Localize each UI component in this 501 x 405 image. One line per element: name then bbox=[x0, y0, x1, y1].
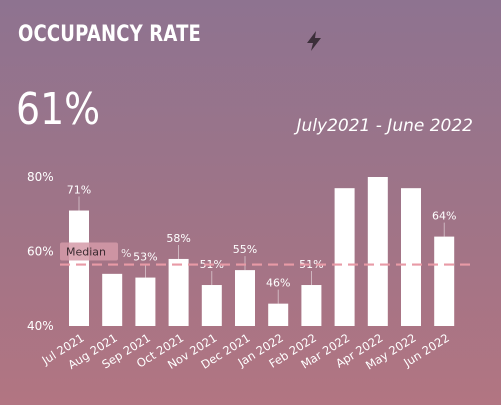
data-label: 7 bbox=[405, 202, 412, 215]
bar bbox=[401, 188, 421, 326]
bar bbox=[334, 188, 355, 326]
lightning-icon bbox=[307, 31, 321, 51]
bar bbox=[301, 285, 322, 326]
median-label: Median bbox=[66, 246, 106, 259]
bar bbox=[434, 236, 455, 326]
data-label: % bbox=[121, 247, 131, 260]
data-label: 51% bbox=[299, 258, 323, 271]
data-label: 64% bbox=[432, 210, 456, 223]
y-tick-label: 60% bbox=[27, 245, 54, 259]
data-label: 71% bbox=[67, 184, 91, 197]
bar bbox=[367, 177, 388, 326]
bar bbox=[135, 277, 156, 326]
data-label: 53% bbox=[133, 251, 157, 264]
median-label-box bbox=[60, 242, 118, 261]
bar bbox=[201, 285, 222, 326]
data-label: 7 bbox=[338, 202, 345, 215]
data-label: 8 bbox=[371, 202, 378, 215]
period-label: July2021 - June 2022 bbox=[296, 116, 473, 136]
occupancy-value: 61% bbox=[16, 84, 101, 135]
bar bbox=[235, 270, 255, 326]
data-label: 55% bbox=[233, 243, 257, 256]
y-tick-label: 80% bbox=[27, 170, 54, 184]
bar bbox=[102, 273, 123, 326]
bar bbox=[168, 258, 189, 326]
y-tick-label: 40% bbox=[27, 319, 54, 333]
data-label: 58% bbox=[166, 232, 190, 245]
bar bbox=[268, 303, 289, 326]
bar bbox=[69, 210, 89, 326]
chart-title: OCCUPANCY RATE bbox=[18, 22, 202, 47]
data-label: 46% bbox=[266, 277, 290, 290]
